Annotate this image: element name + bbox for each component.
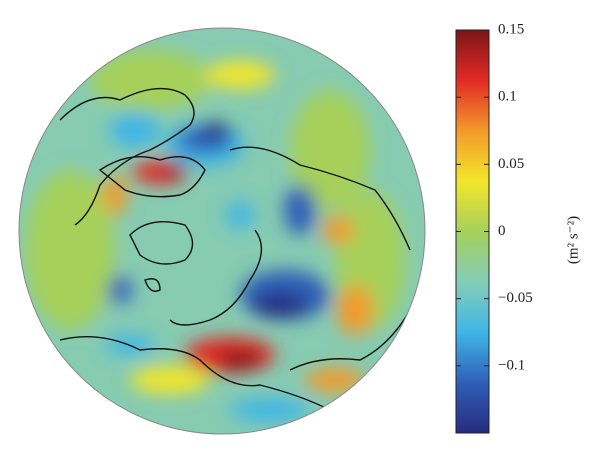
tick-label: 0.1 — [498, 89, 517, 105]
tick-label: 0 — [498, 223, 506, 239]
tick-label: 0.05 — [498, 156, 524, 172]
colorbar-label: (m² s⁻²) — [565, 216, 581, 264]
coastlines — [59, 87, 411, 411]
map-outline — [18, 27, 426, 435]
tick-label: −0.1 — [498, 357, 525, 373]
anomaly-field — [25, 50, 405, 422]
tick-label: −0.05 — [498, 290, 533, 306]
tick-label: 0.15 — [498, 21, 524, 37]
map — [19, 28, 425, 434]
